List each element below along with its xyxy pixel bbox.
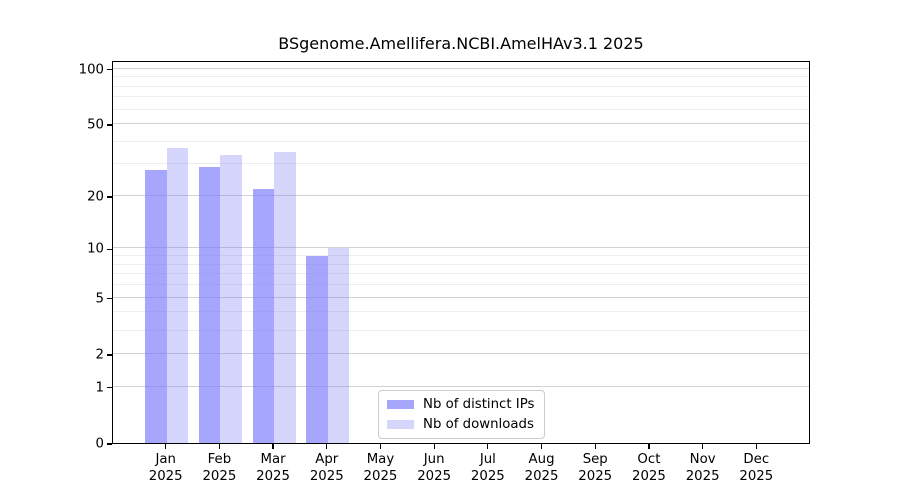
y-gridline-minor	[113, 263, 809, 265]
y-gridline	[113, 195, 809, 197]
y-gridline	[113, 352, 809, 354]
y-tick-mark	[107, 196, 112, 198]
y-gridline-minor	[113, 108, 809, 110]
x-tick-label-aug: Aug 2025	[524, 452, 559, 484]
x-tick-label-jul: Jul 2025	[470, 452, 505, 484]
bar-distinct-ips-apr	[306, 256, 328, 443]
x-tick-label-nov: Nov 2025	[685, 452, 720, 484]
y-gridline-minor	[113, 85, 809, 87]
x-tick-label-mar: Mar 2025	[256, 452, 290, 484]
y-tick-label: 5	[95, 291, 104, 307]
bar-downloads-jan	[166, 147, 189, 443]
bar-distinct-ips-jan	[145, 169, 167, 443]
y-tick-label: 2	[95, 347, 104, 363]
x-tick-label-oct: Oct 2025	[632, 452, 666, 484]
y-tick-mark	[107, 124, 112, 126]
y-tick-label: 0	[95, 436, 104, 452]
x-tick-mark	[701, 444, 704, 449]
bar-downloads-mar	[274, 152, 296, 443]
bar-distinct-ips-feb	[198, 167, 221, 443]
x-tick-label-sep: Sep 2025	[578, 452, 613, 484]
y-tick-mark	[107, 248, 112, 251]
chart-title: BSgenome.Amellifera.NCBI.AmelHAv3.1 2025	[278, 34, 644, 53]
y-tick-label: 100	[78, 62, 104, 78]
x-tick-mark	[433, 444, 435, 449]
x-tick-mark	[755, 444, 757, 449]
legend-swatch-downloads	[387, 420, 414, 429]
legend-swatch-distinct-ips	[387, 400, 414, 409]
x-tick-mark	[648, 444, 650, 449]
legend-row-downloads: Nb of downloads	[387, 416, 534, 433]
y-tick-label: 1	[95, 380, 104, 396]
y-tick-label: 20	[87, 189, 104, 205]
legend-row-distinct-ips: Nb of distinct IPs	[387, 396, 534, 413]
y-gridline	[113, 67, 809, 69]
x-tick-mark	[326, 444, 328, 449]
x-tick-mark	[487, 444, 489, 449]
x-tick-label-apr: Apr 2025	[309, 452, 344, 484]
y-gridline	[113, 385, 809, 387]
x-tick-mark	[540, 444, 543, 449]
y-tick-label: 50	[87, 117, 104, 133]
bar-downloads-feb	[220, 154, 242, 443]
y-gridline-minor	[113, 76, 809, 78]
x-tick-label-may: May 2025	[363, 452, 398, 484]
y-tick-mark	[107, 354, 112, 356]
x-tick-mark	[165, 444, 167, 449]
y-gridline	[113, 296, 809, 298]
x-tick-label-jun: Jun 2025	[417, 452, 452, 484]
y-gridline-minor	[113, 311, 809, 313]
legend-label-downloads: Nb of downloads	[423, 417, 534, 432]
x-tick-mark	[272, 444, 274, 449]
y-gridline	[113, 247, 809, 249]
bar-downloads-apr	[327, 248, 350, 443]
x-tick-label-feb: Feb 2025	[202, 452, 237, 484]
x-tick-label-dec: Dec 2025	[739, 452, 774, 484]
legend: Nb of distinct IPs Nb of downloads	[378, 390, 546, 439]
y-tick-label: 10	[87, 241, 104, 257]
y-tick-mark	[107, 297, 112, 300]
legend-label-distinct-ips: Nb of distinct IPs	[423, 397, 535, 412]
y-gridline-minor	[113, 284, 809, 286]
plot-area	[112, 61, 810, 444]
y-gridline-minor	[113, 140, 809, 142]
x-tick-mark	[379, 444, 382, 449]
y-gridline	[113, 123, 809, 125]
y-gridline-minor	[113, 255, 809, 257]
y-gridline-minor	[113, 273, 809, 275]
y-gridline-minor	[113, 329, 809, 331]
bar-distinct-ips-mar	[252, 188, 275, 443]
x-tick-mark	[594, 444, 596, 449]
y-tick-mark	[107, 68, 112, 71]
y-tick-mark	[107, 443, 112, 445]
y-gridline-minor	[113, 96, 809, 98]
y-tick-mark	[107, 387, 112, 389]
y-gridline-minor	[113, 163, 809, 165]
x-tick-mark	[218, 444, 221, 449]
x-tick-label-jan: Jan 2025	[148, 452, 183, 484]
